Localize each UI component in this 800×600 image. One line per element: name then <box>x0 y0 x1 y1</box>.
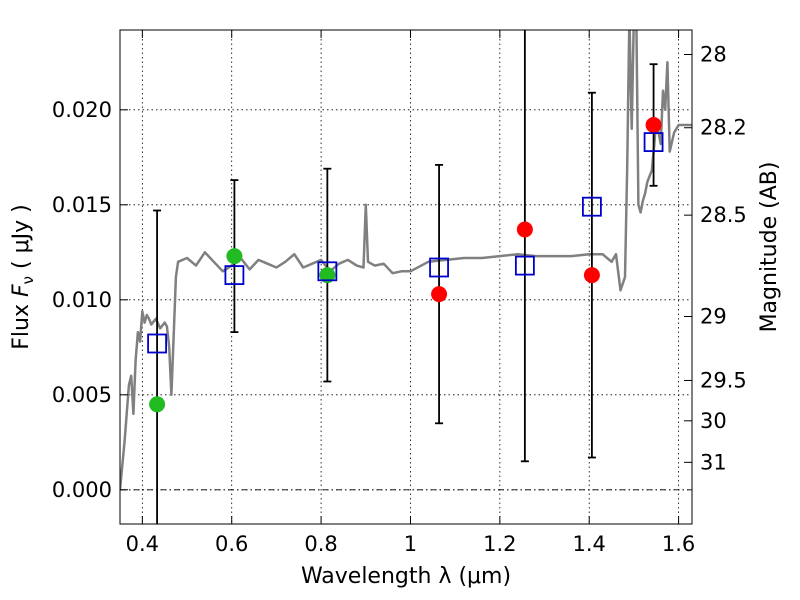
y-tick-label: 0.015 <box>52 193 112 217</box>
model-square-point <box>224 265 245 286</box>
model-square-point <box>582 196 602 217</box>
model-square-point <box>514 255 535 276</box>
x-tick-label: 0.4 <box>126 532 159 556</box>
y-tick-label: 0.005 <box>52 383 112 407</box>
y-tick-label: 0.010 <box>52 288 112 312</box>
axis-ticks: 0.4 0.6 0.8 1 1.2 1.4 1.6 0.000 0.005 0.010 0.015 0… <box>52 30 747 556</box>
plot-frame <box>119 29 693 525</box>
mag-tick-label: 29 <box>700 305 727 329</box>
mag-tick-label: 30 <box>700 409 727 433</box>
x-tick-label: 0.6 <box>215 532 248 556</box>
x-tick-label: 1.4 <box>573 532 606 556</box>
x-tick-label: 0.8 <box>304 532 337 556</box>
observed-point <box>516 221 533 238</box>
model-square-point <box>429 257 449 278</box>
observed-point <box>319 267 336 284</box>
x-tick-label: 1 <box>404 532 417 556</box>
observed-point <box>226 248 243 265</box>
observed-point <box>645 117 662 133</box>
mag-tick-label: 31 <box>700 450 727 474</box>
x-tick-label: 1.2 <box>483 532 516 556</box>
grid <box>120 30 692 524</box>
mag-tick-label: 28.5 <box>700 203 747 227</box>
x-axis-label: Wavelength λ (μm) <box>301 564 511 589</box>
model-spectrum <box>120 30 692 490</box>
y2-axis-label: Magnitude (AB) <box>757 162 782 333</box>
mag-tick-label: 28 <box>700 43 727 67</box>
spectrum-line <box>120 30 692 490</box>
observed-point <box>583 267 600 284</box>
model-square-point <box>317 261 338 282</box>
mag-tick-label: 28.2 <box>700 116 747 140</box>
error-bars <box>153 30 658 524</box>
observed-point <box>431 286 448 303</box>
y-axis-label: Flux Fν ( μJy ) <box>9 204 37 349</box>
data-points <box>147 117 664 413</box>
y-tick-label: 0.020 <box>52 98 112 122</box>
y-tick-label: 0.000 <box>52 478 112 502</box>
x-tick-label: 1.6 <box>662 532 695 556</box>
mag-tick-label: 29.5 <box>700 368 747 392</box>
model-square-point <box>147 333 167 354</box>
model-square-point <box>643 132 664 153</box>
observed-point <box>149 396 166 413</box>
